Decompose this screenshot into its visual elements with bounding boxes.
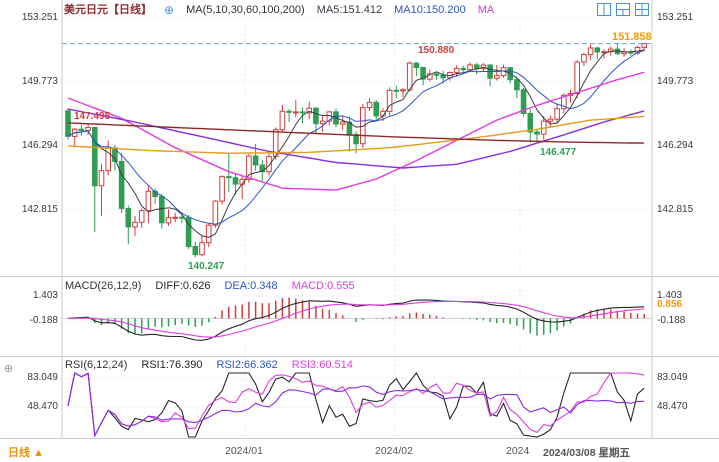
layout-toolbar: [597, 3, 649, 16]
period-selector[interactable]: 日线 ▲: [8, 444, 44, 460]
chart-header: 美元日元【日线】 ⊕ MA(5,10,30,60,100,200) MA5:15…: [64, 3, 494, 18]
instrument-title: 美元日元【日线】: [64, 4, 152, 16]
y-axis-label: 149.773: [21, 76, 58, 87]
rsi-axis-label: 83.049: [27, 372, 58, 383]
macd-header: MACD(26,12,9) DIFF:0.626 DEA:0.348 MACD:…: [65, 280, 355, 293]
swing-low-label: 146.477: [540, 147, 577, 158]
period-label: 日线: [8, 447, 30, 459]
current-price-label: 151.858: [610, 31, 654, 43]
rsi-axis-label: 48.470: [27, 401, 58, 412]
macd-macd-value: MACD:0.555: [291, 280, 355, 292]
y-axis-label: 146.294: [657, 140, 694, 151]
macd-axis-label: -0.188: [29, 315, 58, 326]
rsi1-value: RSI1:76.390: [141, 359, 203, 371]
y-axis-label: 149.773: [657, 76, 694, 87]
rsi2-value: RSI2:66.362: [216, 359, 278, 371]
rsi-header: RSI(6,12,24) RSI1:76.390 RSI2:66.362 RSI…: [65, 359, 353, 372]
macd-diff-value: DIFF:0.626: [155, 280, 211, 292]
layout-grid-4-icon[interactable]: [635, 3, 649, 16]
y-axis-label: 146.294: [21, 140, 58, 151]
macd-axis-label: -0.188: [657, 315, 686, 326]
add-indicator-icon[interactable]: ⊕: [164, 3, 175, 17]
x-axis-date-label: 2024/03/08 星期五: [543, 447, 630, 459]
swing-low-label: 140.247: [188, 261, 225, 272]
y-axis-label: 153.251: [657, 12, 694, 23]
x-axis-label: 2024/02: [375, 445, 413, 457]
layout-split-3-icon[interactable]: [616, 3, 630, 16]
macd-current-badge: 0.856: [657, 299, 683, 310]
y-axis-label: 153.251: [21, 12, 58, 23]
layout-split-2-icon[interactable]: [597, 3, 611, 16]
y-axis-label: 142.815: [21, 204, 58, 215]
chevron-up-icon: ▲: [33, 447, 44, 459]
macd-axis-label: 1.403: [32, 290, 58, 301]
x-axis-label: 2024/01: [225, 445, 263, 457]
ma-params-label: MA(5,10,30,60,100,200): [186, 4, 305, 16]
ma-more-value: MA: [477, 4, 495, 16]
macd-params-label: MACD(26,12,9): [65, 280, 142, 292]
ma10-value: MA10:150.200: [394, 4, 466, 16]
macd-dea-value: DEA:0.348: [224, 280, 278, 292]
rsi-axis-label: 83.049: [657, 372, 688, 383]
ma5-value: MA5:151.412: [316, 4, 383, 16]
macd-axis-label: 1.403: [657, 290, 683, 301]
swing-high-label: 150.880: [418, 45, 455, 56]
rsi-params-label: RSI(6,12,24): [65, 359, 128, 371]
swing-high-label: 147.495: [74, 111, 111, 122]
indicator-settings-icon[interactable]: ⊕: [4, 363, 14, 375]
y-axis-label: 142.815: [657, 204, 694, 215]
rsi3-value: RSI3:60.514: [291, 359, 353, 371]
rsi-axis-label: 48.470: [657, 401, 688, 412]
x-axis-label: 2024: [506, 445, 530, 457]
